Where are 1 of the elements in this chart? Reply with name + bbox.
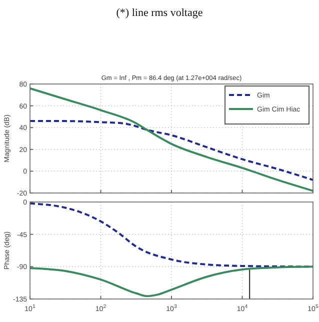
text: (*) line rms voltage (116, 7, 203, 19)
